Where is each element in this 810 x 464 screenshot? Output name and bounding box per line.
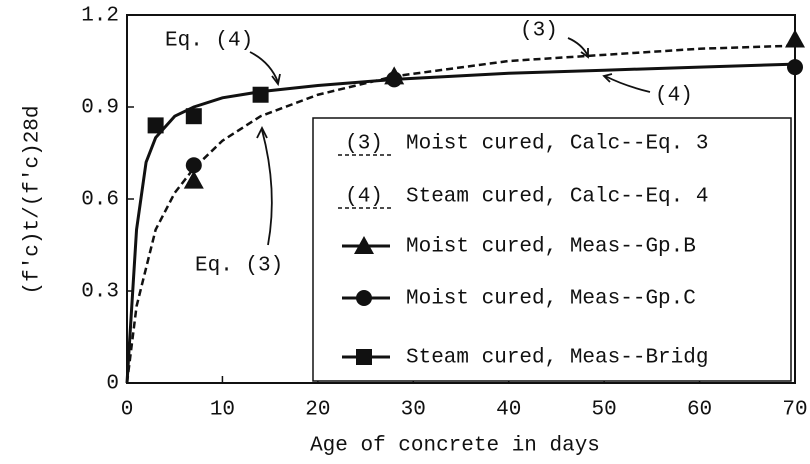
legend-label: Moist cured, Calc--Eq. 3 — [406, 133, 708, 156]
y-tick-label: 0.9 — [81, 97, 119, 120]
x-tick-label: 30 — [401, 399, 426, 422]
legend-label: Steam cured, Meas--Bridg — [406, 347, 708, 370]
x-tick-label: 50 — [592, 399, 617, 422]
annotation: Eq. (4) — [165, 30, 253, 53]
x-tick-label: 40 — [496, 399, 521, 422]
annotation-arrow — [602, 73, 613, 83]
y-tick-label: 0 — [106, 373, 119, 396]
x-tick-label: 10 — [210, 399, 235, 422]
square-marker — [185, 108, 202, 125]
calc-curve — [125, 62, 796, 384]
x-axis-label: Age of concrete in days — [310, 435, 600, 458]
y-tick-label: 1.2 — [81, 5, 119, 28]
circle-marker — [185, 157, 202, 174]
legend-marker-label: (3) — [345, 133, 383, 156]
legend-box — [312, 117, 792, 382]
annotation: (4) — [655, 85, 693, 108]
annotation-arrow — [567, 37, 589, 57]
circle-marker — [787, 59, 803, 76]
triangle-marker — [183, 170, 204, 189]
annotation-arrow — [580, 48, 589, 59]
legend-marker — [356, 290, 372, 306]
annotation-arrow — [261, 129, 273, 246]
x-tick-label: 70 — [782, 399, 807, 422]
legend-label: Steam cured, Calc--Eq. 4 — [406, 186, 708, 209]
circle-marker — [386, 71, 403, 88]
legend-label: Moist cured, Meas--Gp.C — [406, 288, 696, 311]
y-tick-label: 0.3 — [81, 281, 119, 304]
legend-label: Moist cured, Meas--Gp.B — [406, 236, 696, 259]
x-tick-label: 0 — [121, 399, 134, 422]
annotation: Eq. (3) — [195, 255, 283, 278]
triangle-marker — [785, 29, 805, 48]
y-tick-label: 0.6 — [81, 189, 119, 212]
annotation: (3) — [520, 20, 558, 43]
x-tick-label: 20 — [305, 399, 330, 422]
annotation-arrow — [271, 73, 281, 87]
y-axis-label: (f'c)t/(f'c)28d — [22, 105, 45, 294]
annotation-arrow — [249, 51, 279, 83]
annotation-arrow — [256, 125, 268, 139]
x-tick-label: 60 — [687, 399, 712, 422]
legend-marker — [354, 236, 374, 254]
square-marker — [147, 117, 164, 134]
legend-marker — [356, 349, 372, 365]
calc-curve — [125, 44, 796, 384]
legend-marker-label: (4) — [345, 186, 383, 209]
square-marker — [252, 86, 269, 103]
annotation-arrow — [604, 75, 651, 93]
